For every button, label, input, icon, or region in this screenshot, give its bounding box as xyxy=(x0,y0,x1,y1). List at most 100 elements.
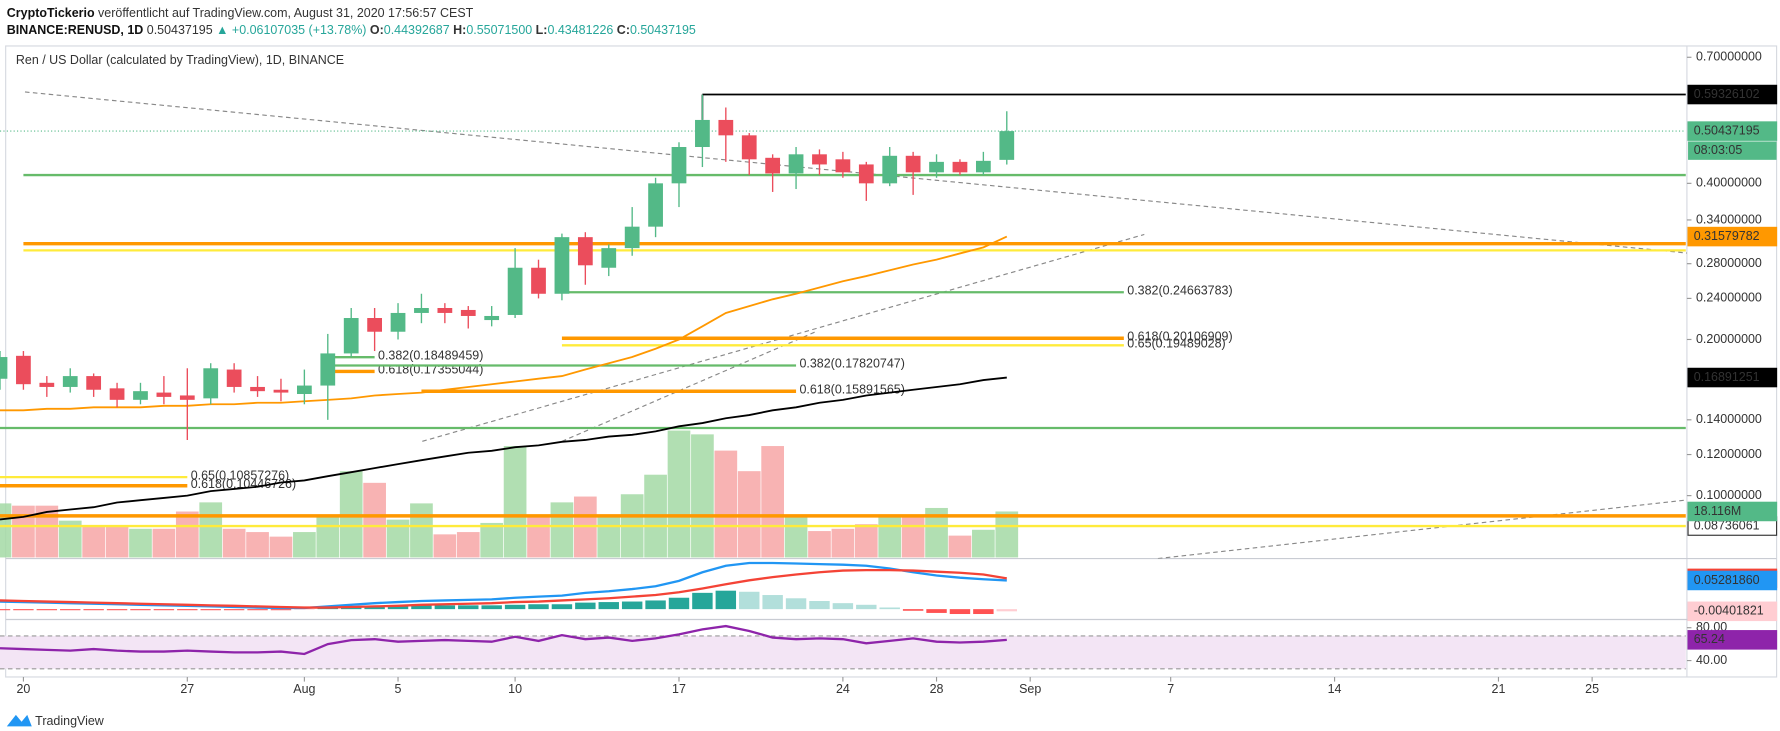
x-tick-label: 10 xyxy=(508,682,522,696)
volume-bar xyxy=(761,446,785,558)
macd-histogram-bar xyxy=(13,609,34,611)
candle-body xyxy=(414,307,429,313)
rsi-line xyxy=(0,624,1007,656)
axis-label: 0.16891251 xyxy=(1694,370,1760,384)
macd-histogram-bar xyxy=(481,605,502,610)
volume-bar xyxy=(269,536,293,558)
candle-body xyxy=(812,154,827,165)
level-label: 0.65(0.19489028) xyxy=(1127,336,1225,350)
x-tick-label: Sep xyxy=(1019,682,1041,696)
macd-histogram-bar xyxy=(715,590,737,610)
axis-label: 0.05281860 xyxy=(1694,573,1760,587)
volume-bar xyxy=(714,450,738,558)
macd-histogram-bar xyxy=(247,609,268,611)
macd-histogram-bar xyxy=(458,605,479,610)
x-tick-label: 14 xyxy=(1328,682,1342,696)
x-tick-label: 5 xyxy=(395,682,402,696)
macd-histogram-bar xyxy=(739,591,760,610)
level-label: 0.382(0.18489459) xyxy=(378,348,483,362)
quote: 0.50437195 xyxy=(147,23,213,37)
candle-body xyxy=(999,131,1015,160)
candle-body xyxy=(695,119,710,148)
trend-line xyxy=(1157,499,1687,559)
macd-histogram-bar xyxy=(575,602,596,610)
volume-bar xyxy=(433,534,457,558)
macd-histogram-bar xyxy=(879,607,900,610)
axis-label-box xyxy=(1687,226,1778,247)
y-tick-label: 0.34000000 xyxy=(1696,212,1762,226)
candle-body xyxy=(882,155,898,184)
macd-histogram-bar xyxy=(809,600,830,610)
macd-histogram-bar xyxy=(434,605,456,610)
macd-histogram-bar xyxy=(223,609,245,611)
level-label: 0.618(0.15891565) xyxy=(799,382,904,396)
macd-histogram-bar xyxy=(106,609,128,611)
macd-histogram-bar xyxy=(83,609,104,611)
candle-body xyxy=(62,376,78,387)
volume-bar xyxy=(503,446,527,558)
macd-histogram-bar xyxy=(996,609,1018,612)
volume-bar xyxy=(363,482,386,558)
candle-body xyxy=(648,183,663,227)
macd-histogram-bar xyxy=(60,609,81,611)
y-tick-label: 0.70000000 xyxy=(1696,50,1762,64)
macd-histogram-bar xyxy=(692,592,713,610)
macd-histogram-bar xyxy=(598,602,619,610)
candle-body xyxy=(788,154,804,174)
volume-bar xyxy=(527,514,550,558)
volume-bar xyxy=(784,514,808,558)
ohlc-key: H: xyxy=(453,23,466,37)
ohlc-key: L: xyxy=(536,23,548,37)
volume-bar xyxy=(222,528,246,558)
volume-bar xyxy=(972,529,995,558)
candle-body xyxy=(390,312,406,332)
volume-bar xyxy=(293,532,316,558)
axis-label-box xyxy=(1687,630,1778,650)
axis-label: 65.24 xyxy=(1694,632,1725,646)
candle-body xyxy=(343,318,359,354)
candle-body xyxy=(858,164,874,184)
candle-body xyxy=(296,385,312,395)
axis-label-box xyxy=(1687,84,1778,105)
volume-bar xyxy=(386,519,410,558)
header-line-1: CryptoTickerio veröffentlicht auf Tradin… xyxy=(7,6,474,20)
volume-bar xyxy=(246,532,269,558)
axis-label: -0.00401821 xyxy=(1694,604,1764,618)
axes: 0.70000000 0.40000000 0.34000000 0.28000000… xyxy=(16,50,1778,696)
countdown-box xyxy=(1688,141,1777,160)
ohlc-value: 0.44392687 xyxy=(384,23,450,37)
level-label: 0.382(0.17820747) xyxy=(799,357,904,371)
candle-body xyxy=(601,248,617,268)
macd-histogram-bar xyxy=(200,609,221,611)
y-tick-label: 0.20000000 xyxy=(1696,332,1762,346)
candle-body xyxy=(531,267,546,294)
level-label: 0.65(0.10857276) xyxy=(191,468,289,482)
volume-bar xyxy=(456,532,480,558)
level-label: 0.618(0.20106909) xyxy=(1127,329,1232,343)
volume-bar xyxy=(82,525,106,558)
ohlc-value: 0.43481226 xyxy=(547,23,613,37)
candle-body xyxy=(39,382,55,387)
volume-bar xyxy=(152,528,176,558)
symbol: BINANCE:RENUSD, 1D xyxy=(7,23,143,37)
macd-histogram-bar xyxy=(832,603,854,610)
ohlc-key: C: xyxy=(617,23,630,37)
x-tick-label: 27 xyxy=(180,682,194,696)
candle-body xyxy=(905,155,921,173)
x-tick-label: 25 xyxy=(1585,682,1599,696)
volume-bar xyxy=(480,522,504,558)
candle-body xyxy=(320,353,336,386)
macd-histogram-bar xyxy=(0,609,11,611)
macd-histogram-bar xyxy=(294,609,315,610)
candle-body xyxy=(226,369,242,387)
candle-body xyxy=(86,376,102,390)
candle-body xyxy=(765,157,781,174)
x-tick-label: 24 xyxy=(836,682,850,696)
macd-histogram-bar xyxy=(153,609,175,611)
macd-histogram-bar xyxy=(785,598,807,610)
candle-body xyxy=(109,388,125,400)
ohlc-value: 0.50437195 xyxy=(630,23,696,37)
candle-body xyxy=(203,368,219,399)
moving-average xyxy=(0,376,1007,521)
